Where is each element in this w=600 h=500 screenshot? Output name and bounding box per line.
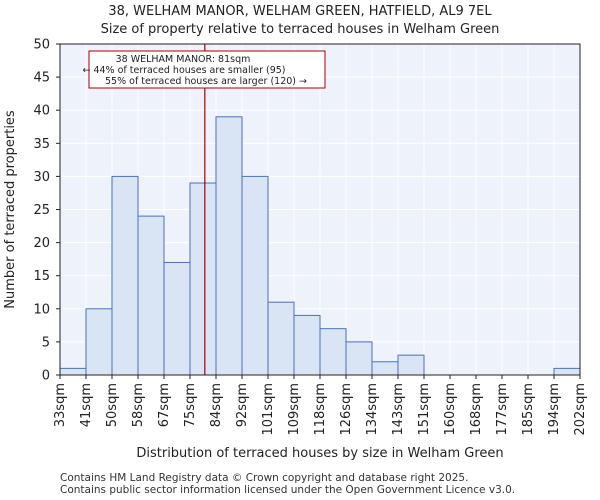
histogram-bar: [137, 215, 165, 376]
x-tick-label: 202sqm: [573, 383, 588, 436]
y-tick-label: 20: [33, 236, 50, 251]
chart-title: 38, WELHAM MANOR, WELHAM GREEN, HATFIELD…: [108, 4, 492, 19]
histogram-bar: [319, 328, 347, 376]
x-tick-label: 168sqm: [469, 383, 484, 436]
y-tick-label: 10: [33, 302, 50, 317]
x-axis-label: Distribution of terraced houses by size …: [136, 446, 503, 461]
y-axis-label: Number of terraced properties: [3, 110, 18, 309]
x-tick-label: 33sqm: [53, 383, 68, 427]
annotation-line-3: 55% of terraced houses are larger (120) …: [105, 76, 307, 87]
annotation-box: 38 WELHAM MANOR: 81sqm ← 44% of terraced…: [82, 50, 326, 89]
histogram-bar: [371, 361, 399, 376]
x-tick-label: 67sqm: [157, 383, 172, 427]
y-tick-label: 5: [42, 335, 50, 350]
x-tick-label: 126sqm: [339, 383, 354, 436]
histogram-bar: [85, 308, 113, 376]
x-tick-label: 177sqm: [495, 383, 510, 436]
y-tick-label: 40: [33, 104, 50, 119]
annotation-line-2: ← 44% of terraced houses are smaller (95…: [82, 65, 285, 76]
histogram-bar: [111, 175, 139, 376]
x-tick-label: 92sqm: [235, 383, 250, 427]
histogram-bar: [267, 301, 295, 376]
x-tick-label: 101sqm: [261, 383, 276, 436]
x-tick-label: 50sqm: [105, 383, 120, 427]
y-tick-label: 45: [33, 71, 50, 86]
y-tick-label: 35: [33, 137, 50, 152]
x-tick-label: 194sqm: [547, 383, 562, 436]
x-tick-label: 118sqm: [313, 383, 328, 436]
x-tick-label: 109sqm: [287, 383, 302, 436]
annotation-line-1: 38 WELHAM MANOR: 81sqm: [116, 54, 251, 65]
y-tick-label: 50: [33, 38, 50, 53]
x-tick-label: 75sqm: [183, 383, 198, 427]
x-tick-label: 143sqm: [391, 383, 406, 436]
y-tick-label: 30: [33, 170, 50, 185]
x-tick-label: 41sqm: [79, 383, 94, 427]
histogram-bar: [163, 261, 191, 376]
footer-licence: Contains public sector information licen…: [60, 484, 516, 496]
histogram-bar: [59, 367, 87, 376]
footer-copyright: Contains HM Land Registry data © Crown c…: [60, 472, 469, 484]
x-tick-label: 84sqm: [209, 383, 224, 427]
histogram-bar: [215, 116, 243, 376]
histogram-bar: [397, 354, 425, 376]
histogram-bar: [345, 341, 373, 376]
x-tick-label: 134sqm: [365, 383, 380, 436]
y-tick-label: 25: [33, 203, 50, 218]
x-tick-label: 58sqm: [131, 383, 146, 427]
x-tick-label: 185sqm: [521, 383, 536, 436]
y-tick-label: 15: [33, 269, 50, 284]
histogram-bar: [189, 182, 217, 376]
x-tick-label: 151sqm: [417, 383, 432, 436]
x-tick-label: 160sqm: [443, 383, 458, 436]
histogram-bar: [241, 175, 269, 376]
y-tick-label: 0: [42, 369, 50, 384]
histogram-bar: [553, 367, 581, 376]
histogram-bar: [293, 314, 321, 376]
chart-subtitle: Size of property relative to terraced ho…: [100, 22, 500, 37]
